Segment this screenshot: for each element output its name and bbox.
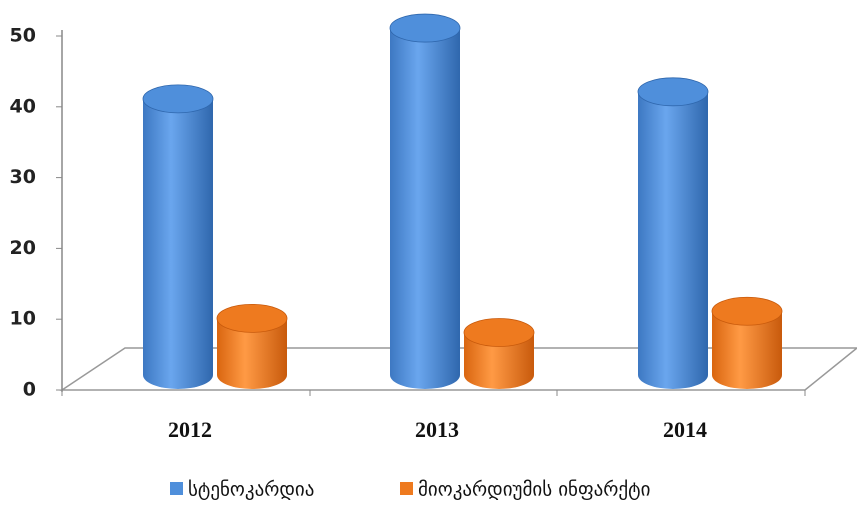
y-tick-label: 0 [23,379,36,401]
bar [216,303,288,389]
bar [463,318,535,389]
bar-top [389,13,461,43]
legend-label: მიოკარდიუმის ინფარქტი [418,479,650,501]
bar-body [143,98,213,389]
x-tick-label: 2013 [415,417,459,442]
legend-swatch [400,482,413,495]
bar [389,13,461,390]
bar-top [216,303,288,333]
bar-top [711,296,783,326]
y-tick-label: 40 [10,95,36,117]
x-tick-label: 2012 [168,417,212,442]
bar-top [463,318,535,347]
bar-body [390,28,460,390]
y-tick-label: 10 [10,308,36,330]
legend-label: სტენოკარდია [188,479,314,501]
bar-top [142,84,214,114]
bar [637,77,709,390]
bar-body [712,311,782,389]
y-tick-label: 50 [10,25,36,47]
legend-swatch [170,482,183,495]
bar [711,296,783,389]
y-tick-label: 20 [10,237,36,259]
bar-top [637,77,709,107]
bar-body [638,91,708,390]
bar [142,84,214,389]
bar-body [217,318,287,389]
x-tick-label: 2014 [663,417,707,442]
bar-body [464,332,534,389]
y-tick-label: 30 [10,166,36,188]
